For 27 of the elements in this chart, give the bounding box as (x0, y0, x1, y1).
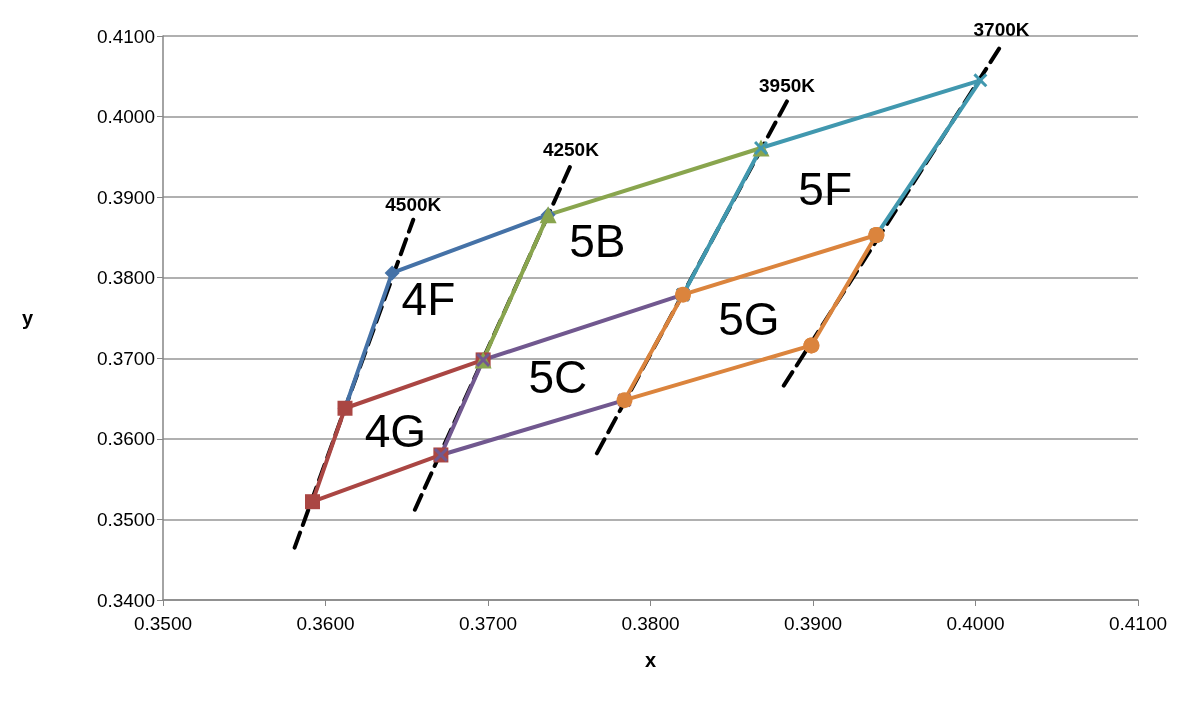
y-axis-title: y (21, 307, 34, 329)
x-tick-label: 0.3500 (133, 613, 193, 634)
x-tick-label: 0.3900 (783, 613, 843, 634)
y-tick-label: 0.3800 (96, 267, 155, 289)
y-tick-label: 0.3700 (96, 347, 155, 369)
y-tick-label: 0.4100 (96, 25, 155, 47)
series-label: 5B (569, 214, 626, 267)
y-tick-label: 0.4000 (96, 106, 155, 128)
x-axis-title: x (644, 649, 657, 671)
series-label: 5F (798, 163, 853, 216)
x-tick-label: 0.4000 (946, 613, 1005, 634)
y-tick-label: 0.3500 (96, 508, 155, 530)
series-label: 5G (718, 292, 780, 345)
series-label: 5C (528, 351, 588, 404)
annotation: 4250K (542, 138, 600, 160)
series-label: 4G (364, 405, 427, 458)
x-tick-label: 0.3700 (458, 613, 518, 634)
y-tick-label: 0.3400 (96, 589, 155, 611)
annotation: 3700K (973, 18, 1030, 40)
y-tick-label: 0.3600 (96, 428, 155, 450)
x-tick-label: 0.3800 (621, 613, 680, 634)
annotation: 3950K (759, 75, 816, 97)
annotation: 4500K (385, 193, 442, 215)
x-tick-label: 0.3600 (296, 613, 355, 634)
y-tick-label: 0.3900 (96, 186, 155, 208)
series-label: 4F (401, 272, 456, 325)
x-tick-label: 0.4100 (1108, 613, 1168, 634)
